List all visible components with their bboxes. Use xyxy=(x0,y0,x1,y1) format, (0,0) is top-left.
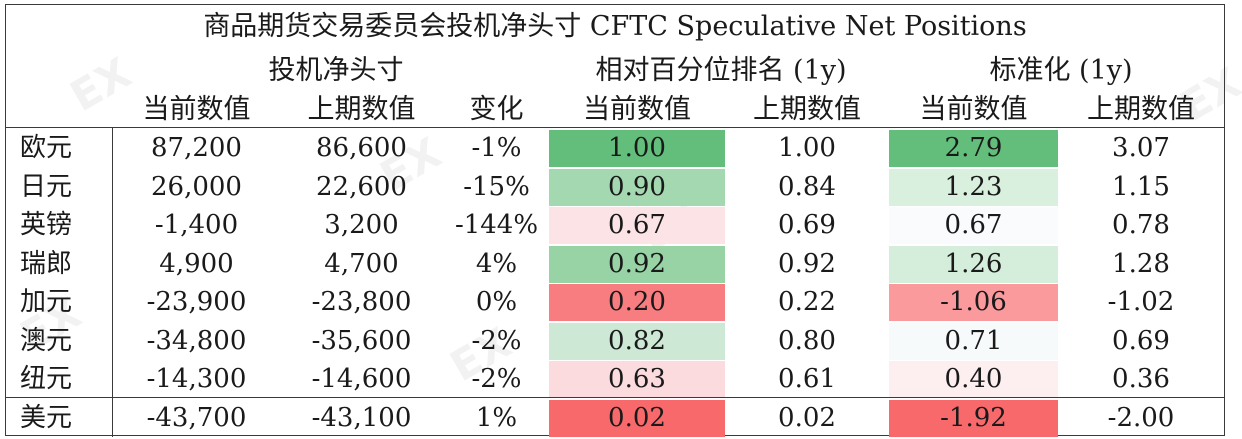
cell-std-cur: 0.71 xyxy=(889,322,1058,360)
cell-rank-prev: 0.69 xyxy=(778,210,836,240)
cell-net-prev: 4,700 xyxy=(324,248,399,279)
cell-net-prev: 86,600 xyxy=(316,133,407,163)
cell-std-cur: 2.79 xyxy=(889,130,1058,167)
col-header-std-prev: 上期数值 xyxy=(1087,94,1195,125)
cell-std-cur: -1.92 xyxy=(889,399,1058,437)
cell-net-cur: 26,000 xyxy=(151,171,242,202)
cell-std-cur: 0.67 xyxy=(889,207,1058,244)
table-row: 纽元 -14,300 -14,600 -2% 0.63 0.61 0.40 0.36 xyxy=(6,360,1224,399)
cell-rank-prev: 0.22 xyxy=(778,287,836,317)
cell-std-cur: 1.26 xyxy=(889,245,1058,283)
cell-std-prev: 0.69 xyxy=(1112,325,1170,356)
cell-net-cur: -23,900 xyxy=(146,287,247,317)
table-row: 美元 -43,700 -43,100 1% 0.02 0.02 -1.92 -2.00 xyxy=(6,399,1224,438)
cell-net-prev: -23,800 xyxy=(311,287,412,317)
cell-chg: 0% xyxy=(475,287,518,317)
cell-name: 英镑 xyxy=(20,210,73,240)
cell-std-prev: 0.36 xyxy=(1112,364,1170,394)
cell-name: 加元 xyxy=(20,287,73,317)
cell-rank-cur: 1.00 xyxy=(549,130,725,167)
cell-std-cur: 0.40 xyxy=(889,361,1058,398)
cell-rank-prev: 0.80 xyxy=(778,325,836,356)
group-header-rank: 相对百分位排名 (1y) xyxy=(595,55,847,86)
cell-rank-prev: 0.61 xyxy=(778,364,836,394)
table-row: 英镑 -1,400 3,200 -144% 0.67 0.69 0.67 0.78 xyxy=(6,206,1224,245)
cell-chg: -15% xyxy=(463,171,530,202)
cell-net-prev: -43,100 xyxy=(311,402,412,433)
cell-chg: 1% xyxy=(475,402,518,433)
cell-rank-cur: 0.82 xyxy=(549,322,725,360)
header-divider xyxy=(6,127,1224,128)
cell-std-cur: -1.06 xyxy=(889,284,1058,321)
cell-rank-cur: 0.02 xyxy=(549,399,725,437)
cell-net-prev: -35,600 xyxy=(311,325,412,356)
cell-net-cur: -14,300 xyxy=(146,364,247,394)
table-row: 欧元 87,200 86,600 -1% 1.00 1.00 2.79 3.07 xyxy=(6,129,1224,168)
cell-rank-prev: 0.84 xyxy=(778,171,836,202)
col-header-rank-prev: 上期数值 xyxy=(753,94,861,125)
cell-chg: -2% xyxy=(471,364,522,394)
cell-net-prev: 22,600 xyxy=(316,171,407,202)
table-title: 商品期货交易委员会投机净头寸 CFTC Speculative Net Posi… xyxy=(203,11,1027,42)
cell-rank-prev: 1.00 xyxy=(778,133,836,163)
cell-net-cur: -1,400 xyxy=(154,210,239,240)
cell-std-prev: -1.02 xyxy=(1107,287,1175,317)
cell-name: 澳元 xyxy=(20,325,73,356)
cell-net-cur: 87,200 xyxy=(151,133,242,163)
name-column-divider xyxy=(112,127,113,437)
cell-std-prev: 1.28 xyxy=(1112,248,1170,279)
cell-std-prev: 0.78 xyxy=(1112,210,1170,240)
table-row: 瑞郎 4,900 4,700 4% 0.92 0.92 1.26 1.28 xyxy=(6,245,1224,284)
cell-rank-cur: 0.92 xyxy=(549,245,725,283)
cell-net-cur: -34,800 xyxy=(146,325,247,356)
col-header-net-prev: 上期数值 xyxy=(307,94,416,125)
cell-chg: -144% xyxy=(454,210,539,240)
cell-chg: 4% xyxy=(475,248,518,279)
usd-divider xyxy=(6,397,1224,398)
col-header-net-cur: 当前数值 xyxy=(142,94,251,125)
cell-chg: -1% xyxy=(471,133,522,163)
col-header-std-cur: 当前数值 xyxy=(919,94,1028,125)
cftc-table: 商品期货交易委员会投机净头寸 CFTC Speculative Net Posi… xyxy=(5,4,1225,438)
cell-rank-cur: 0.20 xyxy=(549,284,725,321)
table-row: 日元 26,000 22,600 -15% 0.90 0.84 1.23 1.15 xyxy=(6,168,1224,207)
cell-name: 日元 xyxy=(20,171,73,202)
col-header-chg: 变化 xyxy=(469,94,524,125)
cell-net-prev: -14,600 xyxy=(311,364,412,394)
cell-name: 美元 xyxy=(20,402,73,433)
cell-name: 纽元 xyxy=(20,364,73,394)
cell-std-prev: 1.15 xyxy=(1112,171,1170,202)
col-header-rank-cur: 当前数值 xyxy=(583,94,691,125)
cell-name: 瑞郎 xyxy=(20,248,73,279)
group-header-net: 投机净头寸 xyxy=(268,55,404,86)
cell-std-prev: -2.00 xyxy=(1107,402,1175,433)
cell-chg: -2% xyxy=(471,325,522,356)
cell-rank-cur: 0.90 xyxy=(549,168,725,206)
table-row: 加元 -23,900 -23,800 0% 0.20 0.22 -1.06 -1.02 xyxy=(6,283,1224,322)
cell-std-cur: 1.23 xyxy=(889,168,1058,206)
cell-net-cur: -43,700 xyxy=(146,402,247,433)
cell-rank-cur: 0.63 xyxy=(549,361,725,398)
cell-name: 欧元 xyxy=(20,133,73,163)
cell-std-prev: 3.07 xyxy=(1112,133,1170,163)
cell-net-prev: 3,200 xyxy=(324,210,399,240)
cell-net-cur: 4,900 xyxy=(159,248,234,279)
table-row: 澳元 -34,800 -35,600 -2% 0.82 0.80 0.71 0.69 xyxy=(6,322,1224,361)
cell-rank-prev: 0.02 xyxy=(778,402,836,433)
cell-rank-prev: 0.92 xyxy=(778,248,836,279)
group-header-std: 标准化 (1y) xyxy=(989,55,1133,86)
cell-rank-cur: 0.67 xyxy=(549,207,725,244)
